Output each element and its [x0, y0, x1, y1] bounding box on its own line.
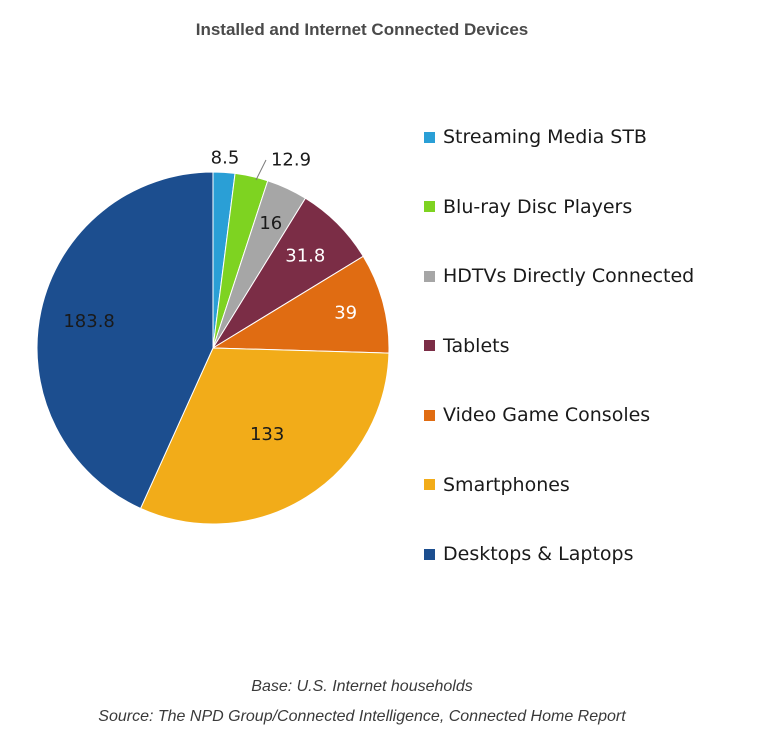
legend-item-smartphones: Smartphones — [424, 470, 570, 500]
pie-slice-desktops-laptops — [36, 171, 214, 510]
data-label-video-game-consoles: 39 — [334, 302, 357, 323]
legend-item-video-game-consoles: Video Game Consoles — [424, 400, 650, 430]
legend-swatch — [424, 201, 435, 212]
source-note: Source: The NPD Group/Connected Intellig… — [98, 708, 626, 725]
legend-swatch — [424, 270, 435, 282]
pie-slice-video-game-consoles — [211, 255, 390, 354]
pie-slice-smartphones — [139, 347, 390, 525]
data-label-hdtvs-directly-connected: 16 — [259, 213, 282, 234]
data-label-blu-ray-disc-players: 12.9 — [271, 150, 311, 171]
leader-line-blu-ray-disc-players — [255, 159, 267, 181]
leader-lines — [255, 159, 267, 181]
legend-item-desktops-laptops: Desktops & Laptops — [424, 539, 633, 569]
legend-label: Video Game Consoles — [443, 404, 651, 426]
chart-title: Installed and Internet Connected Devices — [195, 20, 529, 39]
legend-item-hdtvs-directly-connected: HDTVs Directly Connected — [424, 261, 694, 291]
data-label-desktops-laptops: 183.8 — [63, 311, 115, 332]
legend-swatch — [424, 409, 435, 421]
data-label-streaming-media-stb: 8.5 — [211, 148, 240, 169]
legend-item-blu-ray-disc-players: Blu-ray Disc Players — [424, 192, 632, 222]
legend-label: Desktops & Laptops — [443, 543, 634, 565]
legend-item-streaming-media-stb: Streaming Media STB — [424, 122, 647, 152]
data-label-tablets: 31.8 — [285, 246, 325, 267]
legend-label: HDTVs Directly Connected — [443, 265, 695, 287]
legend-label: Smartphones — [443, 473, 570, 496]
legend-label: Tablets — [443, 334, 510, 357]
legend-swatch — [424, 548, 435, 560]
base-note: Base: U.S. Internet households — [251, 678, 473, 695]
legend-label: Streaming Media STB — [443, 126, 647, 148]
legend-swatch — [424, 479, 435, 490]
data-label-smartphones: 133 — [250, 424, 284, 445]
legend-item-tablets: Tablets — [424, 331, 509, 361]
legend-label: Blu-ray Disc Players — [443, 195, 633, 218]
pie-slices — [36, 171, 390, 525]
legend-swatch — [424, 131, 435, 143]
legend-swatch — [424, 340, 435, 351]
